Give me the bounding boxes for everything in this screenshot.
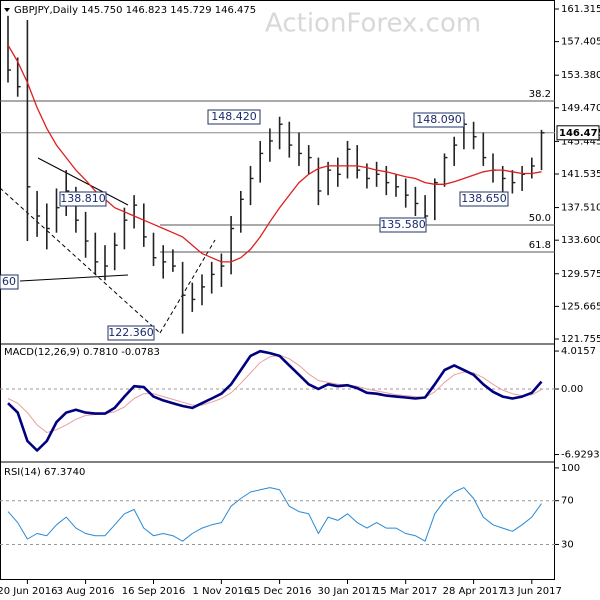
annotation: 138.650: [459, 191, 509, 207]
y-tick-label: 4.0157: [561, 346, 596, 357]
annotation-label: 138.810: [60, 192, 106, 205]
y-tick-label: 137.510: [561, 203, 600, 214]
annotation: 138.810: [59, 191, 107, 207]
annotation-label: 148.090: [416, 113, 462, 126]
chart-title: GBPJPY,Daily 145.750 146.823 145.729 146…: [14, 5, 256, 16]
x-tick-label: 15 Mar 2017: [374, 586, 437, 597]
macd-title: MACD(12,26,9) 0.7810 -0.0783: [4, 347, 160, 358]
x-tick-label: 16 Sep 2016: [122, 586, 185, 597]
y-tick-label: 0.00: [561, 384, 583, 395]
annotation: 122.360: [107, 325, 155, 341]
menu-icon: [4, 8, 10, 12]
line: [7, 349, 543, 452]
line: [7, 487, 542, 542]
rsi-title: RSI(14) 67.3740: [4, 467, 85, 478]
fib-label: 38.2: [529, 89, 551, 100]
annotation-label: 60: [2, 275, 16, 288]
annotation-label: 135.580: [380, 218, 426, 231]
x-tick-label: 30 Jan 2017: [318, 586, 378, 597]
y-tick-label: 121.755: [561, 334, 600, 345]
y-tick-label: 161.315: [561, 4, 600, 15]
annotation-label: 148.420: [211, 110, 257, 123]
y-tick-label: 129.575: [561, 269, 600, 280]
y-tick-label: 149.470: [561, 103, 600, 114]
last-price-label: 146.475: [559, 128, 600, 139]
annotation: 60: [0, 274, 19, 290]
x-tick-label: 13 Jun 2017: [502, 586, 562, 597]
last-price-box: [556, 125, 600, 141]
y-tick-label: 133.600: [561, 235, 600, 246]
fib-label: 50.0: [529, 213, 551, 224]
annotation-box: [379, 217, 427, 233]
annotation: 148.090: [413, 112, 465, 128]
annotation-box: [0, 274, 19, 290]
annotation-label: 138.650: [461, 192, 507, 205]
annotation: 135.580: [379, 217, 427, 233]
annotation-box: [459, 191, 509, 207]
y-tick-label: 30: [561, 539, 574, 550]
y-tick-label: 100: [561, 463, 580, 474]
y-tick-label: 141.535: [561, 169, 600, 180]
plot-frame: [0, 0, 555, 580]
annotation-label: 122.360: [108, 326, 154, 339]
y-tick-label: 157.405: [561, 37, 600, 48]
y-tick-label: -6.9293: [561, 450, 600, 461]
y-tick-label: 70: [561, 496, 574, 507]
x-tick-label: 20 Jun 2016: [0, 586, 57, 597]
annotation-box: [413, 112, 465, 128]
fib-label: 61.8: [529, 240, 551, 251]
annotation-box: [207, 109, 261, 125]
annotation-box: [59, 191, 107, 207]
y-tick-label: 125.665: [561, 301, 600, 312]
x-tick-label: 15 Dec 2016: [248, 586, 312, 597]
x-tick-label: 3 Aug 2016: [57, 586, 115, 597]
y-tick-label: 153.380: [561, 70, 600, 81]
y-tick-label: 145.445: [561, 136, 600, 147]
x-tick-label: 28 Apr 2017: [443, 586, 505, 597]
watermark: ActionForex.com: [265, 9, 481, 39]
annotation-box: [107, 325, 155, 341]
x-tick-label: 1 Nov 2016: [193, 586, 251, 597]
annotation: 148.420: [207, 109, 261, 125]
